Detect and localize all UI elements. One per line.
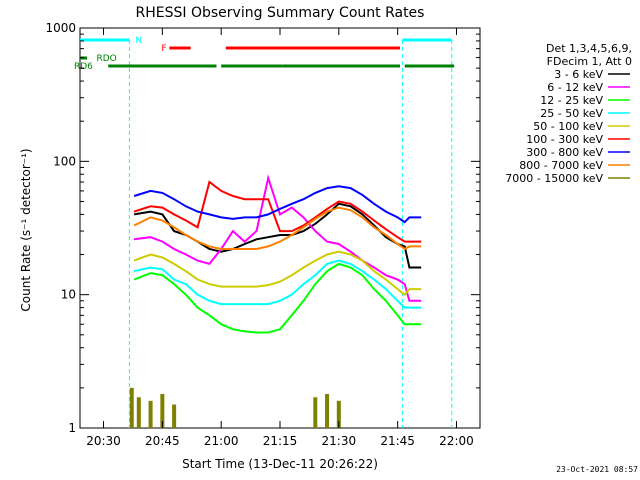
- y-tick-label: 1: [68, 421, 76, 435]
- x-tick-label: 21:45: [380, 434, 415, 448]
- annotation-label: N: [135, 36, 142, 46]
- legend-label: 3 - 6 keV: [554, 68, 603, 81]
- series-line-2: [133, 262, 422, 334]
- legend-label: 50 - 100 keV: [533, 120, 603, 133]
- legend-label: 25 - 50 keV: [540, 107, 603, 120]
- y-tick-label: 10: [61, 288, 76, 302]
- series-line-4: [133, 250, 422, 297]
- chart-title: RHESSI Observing Summary Count Rates: [136, 5, 425, 21]
- series-line-7: [133, 206, 422, 251]
- annotation-label: F: [161, 44, 166, 54]
- legend-label: 300 - 800 keV: [526, 146, 603, 159]
- x-tick-label: 21:15: [263, 434, 298, 448]
- x-tick-label: 21:00: [204, 434, 239, 448]
- annotation-label: RD6: [74, 62, 93, 72]
- legend-label: 800 - 7000 keV: [519, 159, 603, 172]
- y-axis: 1 10 100 1000: [45, 21, 480, 435]
- legend-label: 7000 - 15000 keV: [505, 172, 603, 185]
- annotation-label: RDO: [96, 54, 116, 64]
- legend-label: 100 - 300 keV: [526, 133, 603, 146]
- x-tick-label: 22:00: [439, 434, 474, 448]
- x-tick-label: 21:30: [322, 434, 357, 448]
- y-tick-label: 1000: [45, 21, 76, 35]
- series-line-0: [133, 202, 422, 269]
- footer-timestamp: 23-Oct-2021 08:57: [556, 465, 638, 474]
- series-line-1: [133, 174, 422, 302]
- x-axis-label: Start Time (13-Dec-11 20:26:22): [182, 457, 378, 471]
- x-tick-label: 20:45: [145, 434, 180, 448]
- x-axis: 20:30 20:45 21:00 21:15 21:30 21:45 22:00: [86, 28, 474, 448]
- series-line-3: [133, 259, 422, 309]
- x-tick-label: 20:30: [86, 434, 121, 448]
- series-line-6: [133, 185, 422, 224]
- y-tick-label: 100: [53, 154, 76, 168]
- legend-header: Det 1,3,4,5,6,9,: [546, 42, 632, 55]
- legend: Det 1,3,4,5,6,9,FDecim 1, Att 03 - 6 keV…: [505, 42, 632, 185]
- series-line-5: [133, 180, 422, 243]
- legend-header: FDecim 1, Att 0: [547, 55, 632, 68]
- plot-frame: [79, 27, 481, 429]
- legend-label: 6 - 12 keV: [547, 81, 603, 94]
- y-axis-label: Count Rate (s⁻¹ detector⁻¹): [19, 148, 33, 311]
- legend-label: 12 - 25 keV: [540, 94, 603, 107]
